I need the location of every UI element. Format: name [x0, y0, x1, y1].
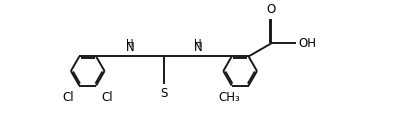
Text: H: H	[194, 39, 201, 49]
Text: Cl: Cl	[62, 91, 74, 104]
Text: S: S	[160, 87, 167, 100]
Text: O: O	[266, 3, 275, 16]
Text: N: N	[126, 42, 134, 55]
Text: N: N	[193, 42, 202, 55]
Text: CH₃: CH₃	[218, 91, 240, 104]
Text: Cl: Cl	[101, 91, 113, 104]
Text: H: H	[126, 39, 133, 49]
Text: OH: OH	[298, 37, 316, 50]
